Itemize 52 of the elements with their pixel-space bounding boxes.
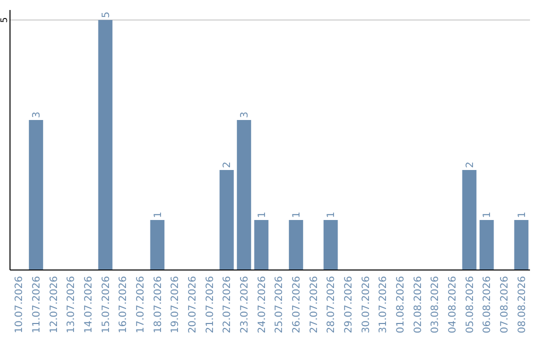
- bar: [480, 220, 494, 270]
- x-tick-label: 30.07.2026: [360, 276, 372, 334]
- data-label: 1: [516, 212, 528, 218]
- x-tick-label: 02.08.2026: [412, 276, 424, 334]
- x-tick-label: 20.07.2026: [188, 276, 198, 334]
- data-label: 2: [222, 162, 234, 168]
- x-tick-label: 31.07.2026: [378, 276, 390, 334]
- bar: [514, 220, 528, 270]
- data-label: 1: [482, 212, 494, 218]
- x-tick-label: 15.07.2026: [100, 276, 112, 334]
- x-tick-label: 07.08.2026: [500, 276, 510, 334]
- x-tick-label: 25.07.2026: [274, 276, 286, 334]
- bar: [324, 220, 338, 270]
- data-label: 2: [464, 162, 476, 168]
- x-tick-label: 04.08.2026: [448, 276, 458, 334]
- x-tick-label: 10.07.2026: [14, 276, 26, 334]
- x-tick-label: 08.08.2026: [516, 276, 528, 334]
- x-tick-label: 26.07.2026: [292, 276, 302, 334]
- data-label: 1: [326, 212, 338, 218]
- x-tick-label: 23.07.2026: [240, 276, 250, 334]
- bar: [150, 220, 164, 270]
- x-tick-label: 19.07.2026: [170, 276, 182, 334]
- bar: [254, 220, 268, 270]
- x-tick-label: 12.07.2026: [48, 276, 60, 334]
- x-tick-label: 22.07.2026: [222, 276, 234, 334]
- bar: [28, 120, 44, 270]
- bar: [98, 20, 112, 270]
- x-tick-label: 17.07.2026: [136, 276, 146, 334]
- data-label: 1: [152, 212, 164, 218]
- data-label: 5: [100, 12, 112, 18]
- bar: [288, 220, 304, 270]
- x-tick-label: 27.07.2026: [308, 276, 320, 334]
- bar: [220, 170, 234, 270]
- x-tick-label: 01.08.2026: [396, 276, 406, 334]
- x-tick-label: 14.07.2026: [84, 276, 94, 334]
- x-tick-label: 05.08.2026: [464, 276, 476, 334]
- x-tick-label: 06.08.2026: [482, 276, 494, 334]
- x-tick-label: 16.07.2026: [118, 276, 130, 334]
- data-label: 3: [240, 112, 250, 118]
- bar: [236, 120, 252, 270]
- x-tick-label: 11.07.2026: [32, 276, 42, 334]
- x-tick-label: 03.08.2026: [430, 276, 442, 334]
- x-tick-label: 13.07.2026: [66, 276, 78, 334]
- x-tick-label: 29.07.2026: [344, 276, 354, 334]
- data-label: 1: [256, 212, 268, 218]
- bar: [462, 170, 476, 270]
- x-tick-label: 18.07.2026: [152, 276, 164, 334]
- x-tick-label: 21.07.2026: [204, 276, 216, 334]
- data-label: 1: [292, 212, 302, 218]
- x-tick-label: 24.07.2026: [256, 276, 268, 334]
- data-label: 3: [32, 112, 42, 118]
- x-tick-label: 28.07.2026: [326, 276, 338, 334]
